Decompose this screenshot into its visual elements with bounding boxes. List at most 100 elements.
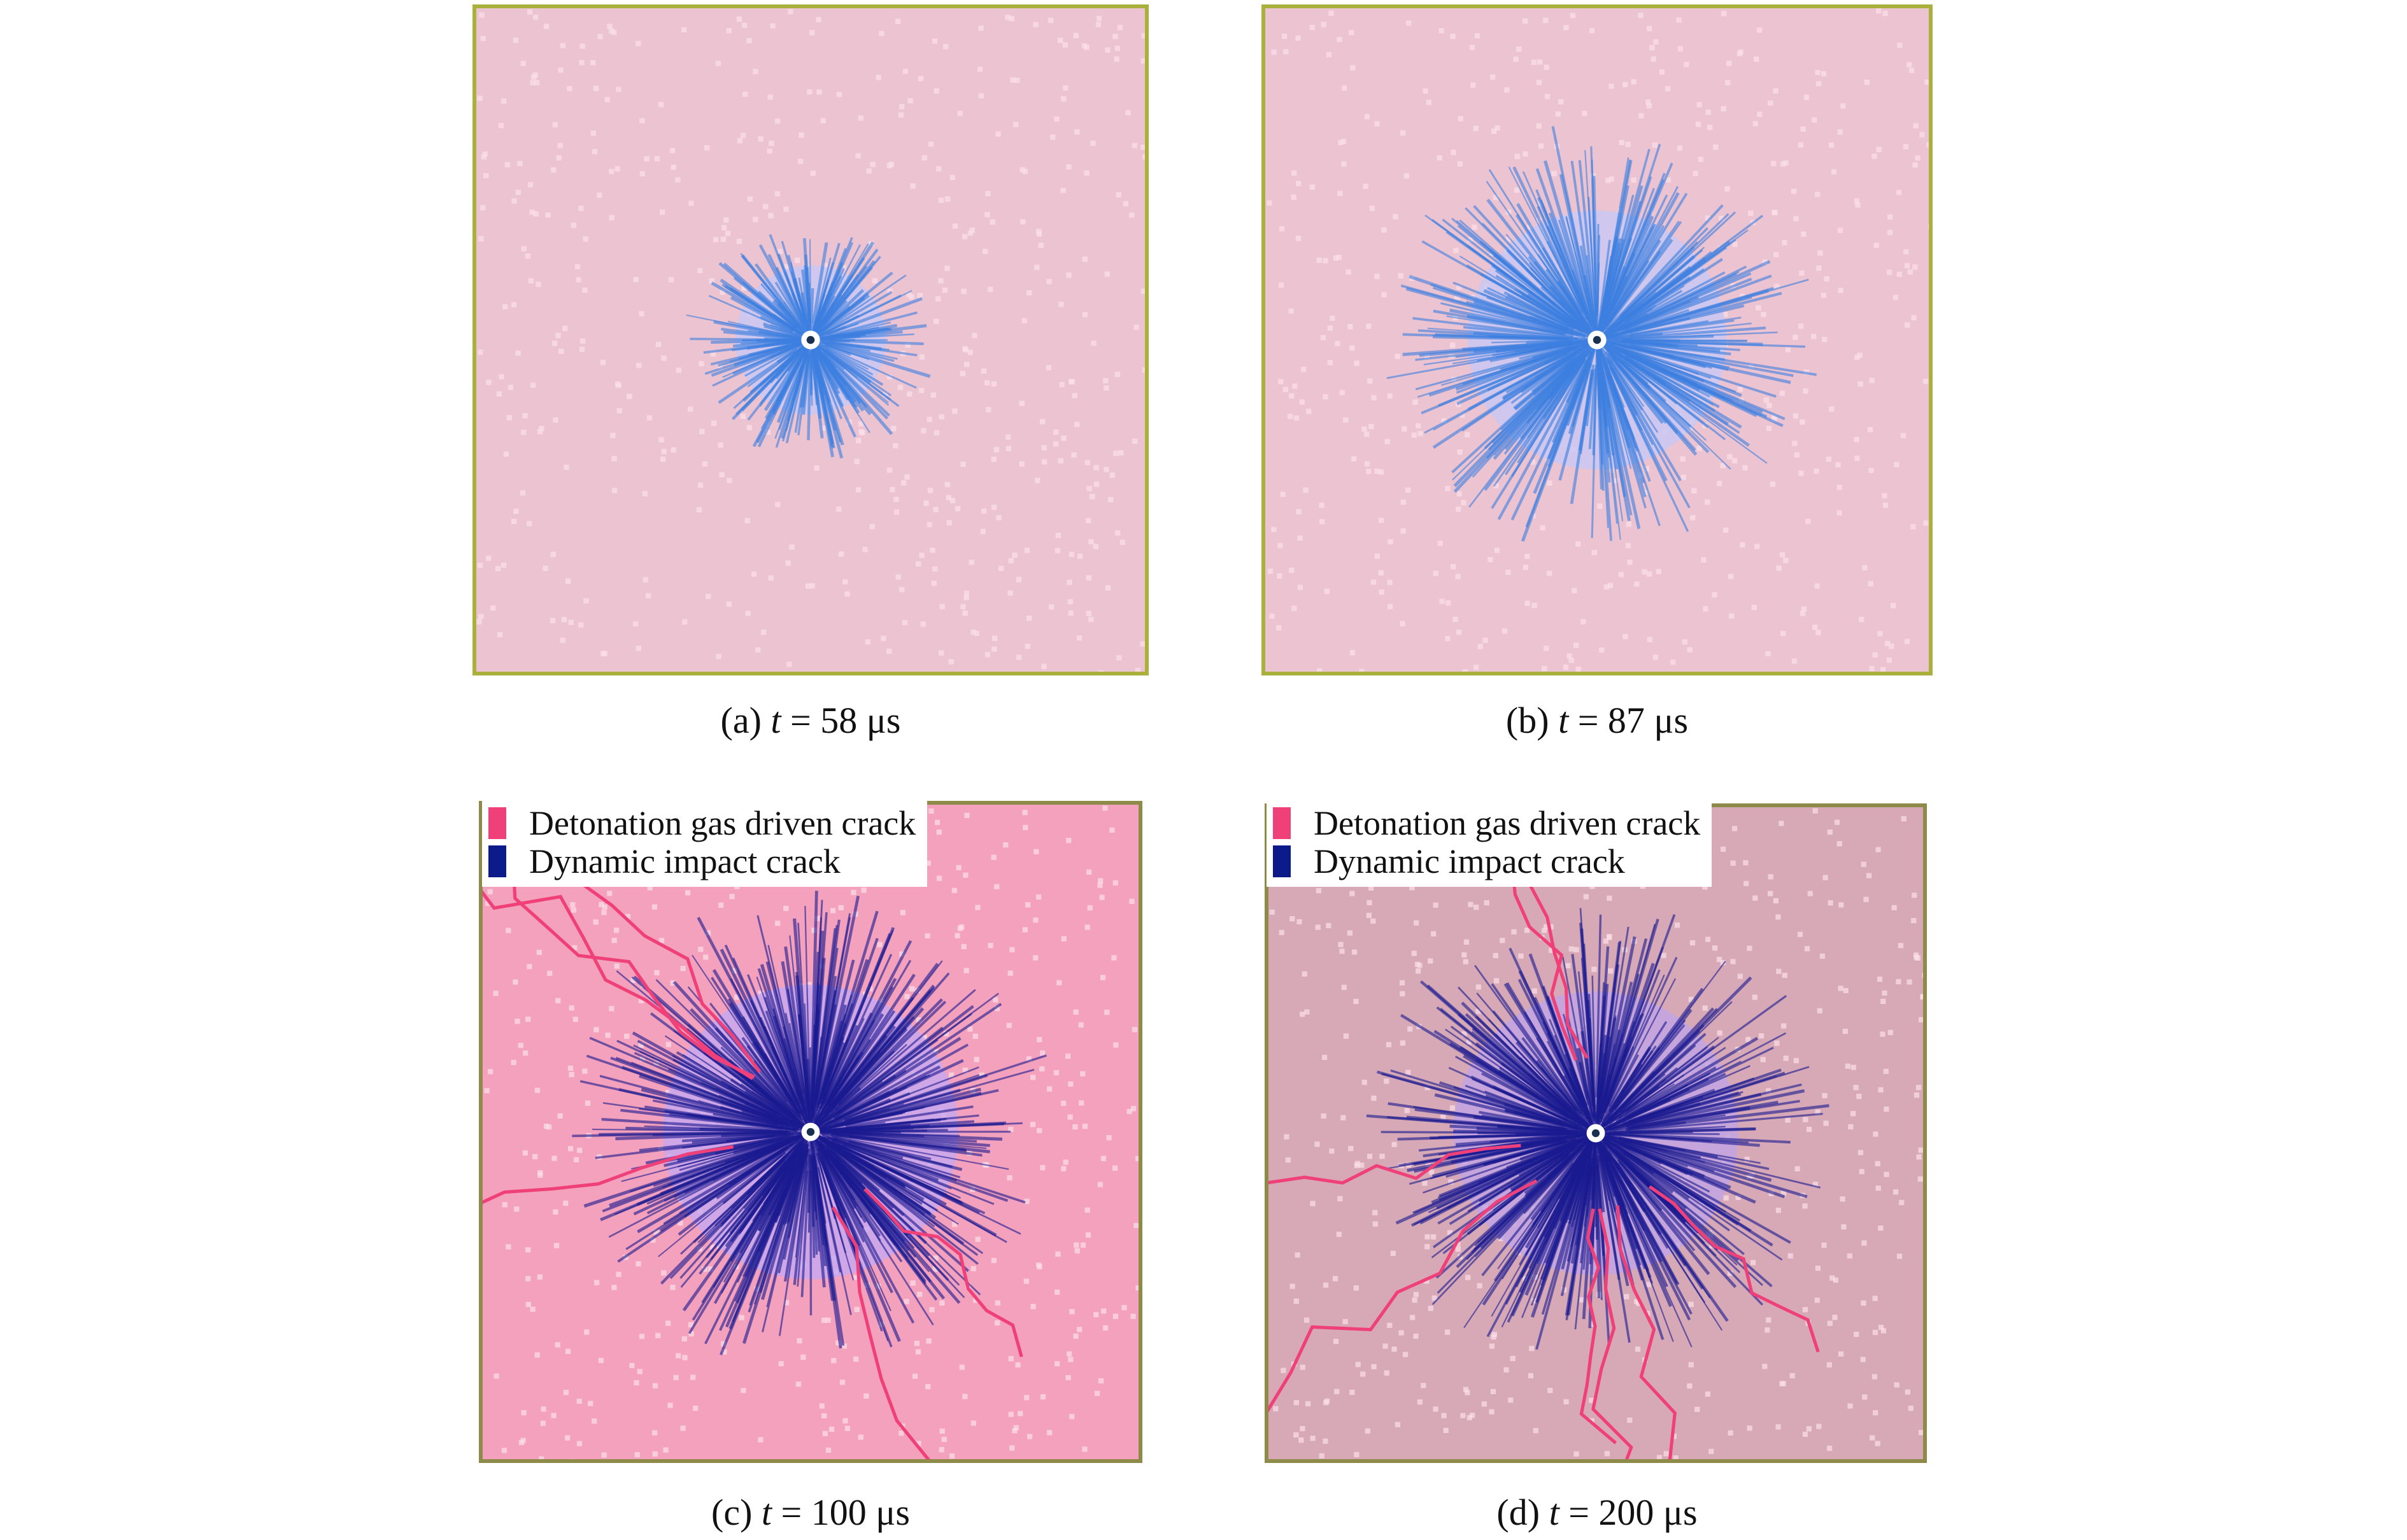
grain-speck <box>1579 1297 1585 1303</box>
grain-speck <box>1068 1357 1074 1362</box>
grain-speck <box>478 236 484 242</box>
gas-driven-crack <box>1649 1185 1820 1353</box>
grain-speck <box>923 500 929 506</box>
grain-speck <box>1279 226 1285 232</box>
grain-speck <box>1053 1070 1060 1076</box>
grain-speck <box>1740 542 1745 548</box>
grain-speck <box>975 905 981 910</box>
grain-speck <box>998 565 1004 572</box>
grain-speck <box>1645 99 1651 105</box>
grain-speck <box>1129 898 1135 904</box>
impact-crack <box>1598 345 1632 469</box>
grain-speck <box>1058 301 1064 307</box>
grain-speck <box>1838 902 1844 908</box>
impact-crack <box>660 1131 810 1196</box>
grain-speck <box>1142 367 1145 373</box>
grain-speck <box>872 278 878 284</box>
grain-speck <box>1319 502 1324 508</box>
grain-speck <box>1832 1315 1838 1320</box>
grain-speck <box>1475 984 1481 990</box>
grain-speck <box>1891 905 1897 910</box>
grain-speck <box>1799 270 1805 276</box>
grain-speck <box>1774 283 1780 290</box>
grain-speck <box>956 865 962 871</box>
grain-speck <box>1747 945 1752 951</box>
grain-speck <box>969 227 976 233</box>
grain-speck <box>830 908 836 914</box>
grain-speck <box>1289 916 1295 922</box>
grain-speck <box>1524 600 1530 606</box>
grain-speck <box>1591 966 1597 972</box>
grain-speck <box>1860 1357 1866 1362</box>
impact-crack <box>572 1131 788 1138</box>
grain-speck <box>1622 633 1628 640</box>
grain-speck <box>1314 1141 1320 1147</box>
impact-crack <box>812 917 851 1118</box>
grain-speck <box>1337 190 1343 197</box>
grain-speck <box>1289 1283 1295 1289</box>
grain-speck <box>564 464 569 470</box>
grain-speck <box>1896 978 1901 985</box>
impact-crack <box>1607 1071 1786 1131</box>
grain-speck <box>1085 1232 1091 1238</box>
impact-crack <box>1474 964 1583 1115</box>
grain-speck <box>611 488 618 493</box>
grain-speck <box>1688 1301 1694 1307</box>
grain-speck <box>1773 251 1779 258</box>
impact-crack <box>783 301 809 337</box>
grain-speck <box>931 581 937 586</box>
grain-speck <box>1701 557 1707 563</box>
grain-speck <box>1826 1445 1833 1452</box>
grain-speck <box>886 648 892 654</box>
grain-speck <box>537 1274 543 1280</box>
panel-d-simulation <box>1265 803 1927 1463</box>
grain-speck <box>720 289 726 295</box>
grain-speck <box>1361 1079 1367 1085</box>
grain-speck <box>1024 1395 1030 1401</box>
impact-crack <box>1547 1134 1595 1178</box>
grain-speck <box>1703 606 1708 612</box>
grain-speck <box>530 382 536 388</box>
grain-speck <box>592 1418 597 1424</box>
grain-speck <box>1366 469 1372 474</box>
grain-speck <box>659 209 665 215</box>
grain-speck <box>501 562 507 568</box>
grain-speck <box>1098 670 1104 672</box>
grain-speck <box>1125 109 1131 116</box>
grain-speck <box>1776 565 1782 571</box>
grain-speck <box>705 593 711 600</box>
grain-speck <box>1341 984 1347 990</box>
impact-crack <box>1491 339 1572 344</box>
grain-speck <box>1580 619 1586 625</box>
grain-speck <box>1367 378 1373 384</box>
grain-speck <box>600 651 606 656</box>
impact-crack <box>1463 326 1594 341</box>
grain-speck <box>1896 1254 1903 1259</box>
grain-speck <box>1690 515 1696 521</box>
grain-speck <box>963 872 969 878</box>
grain-speck <box>1433 570 1438 576</box>
impact-crack <box>1483 289 1568 329</box>
grain-speck <box>984 380 990 386</box>
impact-crack <box>762 1147 808 1332</box>
grain-speck <box>810 171 816 176</box>
grain-speck <box>601 910 607 915</box>
grain-speck <box>960 371 965 376</box>
grain-speck <box>1800 611 1806 616</box>
grain-speck <box>1007 970 1013 976</box>
grain-speck <box>522 413 528 419</box>
grain-speck <box>1705 1391 1711 1397</box>
impact-crack <box>1578 160 1598 339</box>
grain-speck <box>1793 413 1799 419</box>
impact-crack <box>1601 1098 1672 1132</box>
impact-crack <box>811 1155 818 1220</box>
grain-speck <box>1491 128 1497 134</box>
grain-speck <box>1834 819 1840 825</box>
grain-speck <box>1059 382 1065 388</box>
grain-speck <box>899 951 905 957</box>
impact-crack <box>709 1003 788 1103</box>
grain-speck <box>1100 975 1106 980</box>
grain-speck <box>1465 432 1470 438</box>
grain-speck <box>1327 360 1333 365</box>
impact-crack <box>1619 1073 1666 1114</box>
